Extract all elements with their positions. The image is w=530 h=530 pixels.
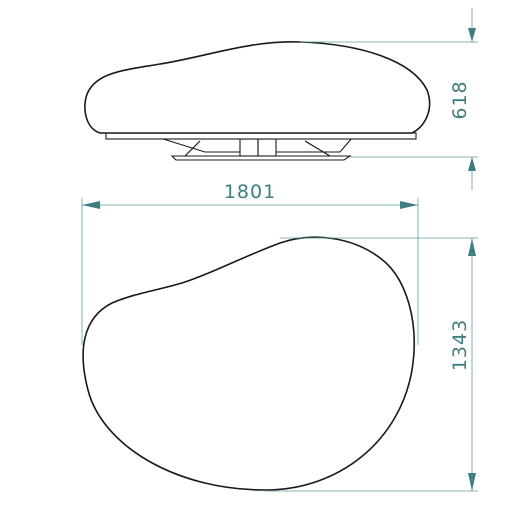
pedestal-strut-left: [184, 140, 201, 157]
arrow-height-bottom: [468, 157, 476, 171]
pedestal-foot: [170, 155, 352, 161]
pebble-top-outline: [82, 236, 415, 491]
arrow-width-left: [82, 201, 100, 209]
dim-text-depth: 1343: [449, 319, 471, 371]
side-view: [84, 41, 431, 161]
arrow-width-right: [400, 201, 418, 209]
dim-text-height: 618: [449, 80, 471, 119]
arrow-depth-bottom: [468, 473, 476, 491]
arrow-height-top: [468, 28, 476, 42]
top-view: [82, 236, 415, 491]
pedestal-strut-right: [304, 140, 331, 157]
dimension-height: 618: [300, 8, 478, 190]
dim-text-width: 1801: [224, 181, 276, 203]
dimension-depth: 1343: [265, 237, 478, 492]
pebble-side-outline: [84, 41, 431, 134]
pedestal: [159, 137, 354, 161]
dimension-width: 1801: [81, 181, 419, 345]
seat-plate: [105, 132, 417, 140]
arrow-depth-top: [468, 238, 476, 256]
